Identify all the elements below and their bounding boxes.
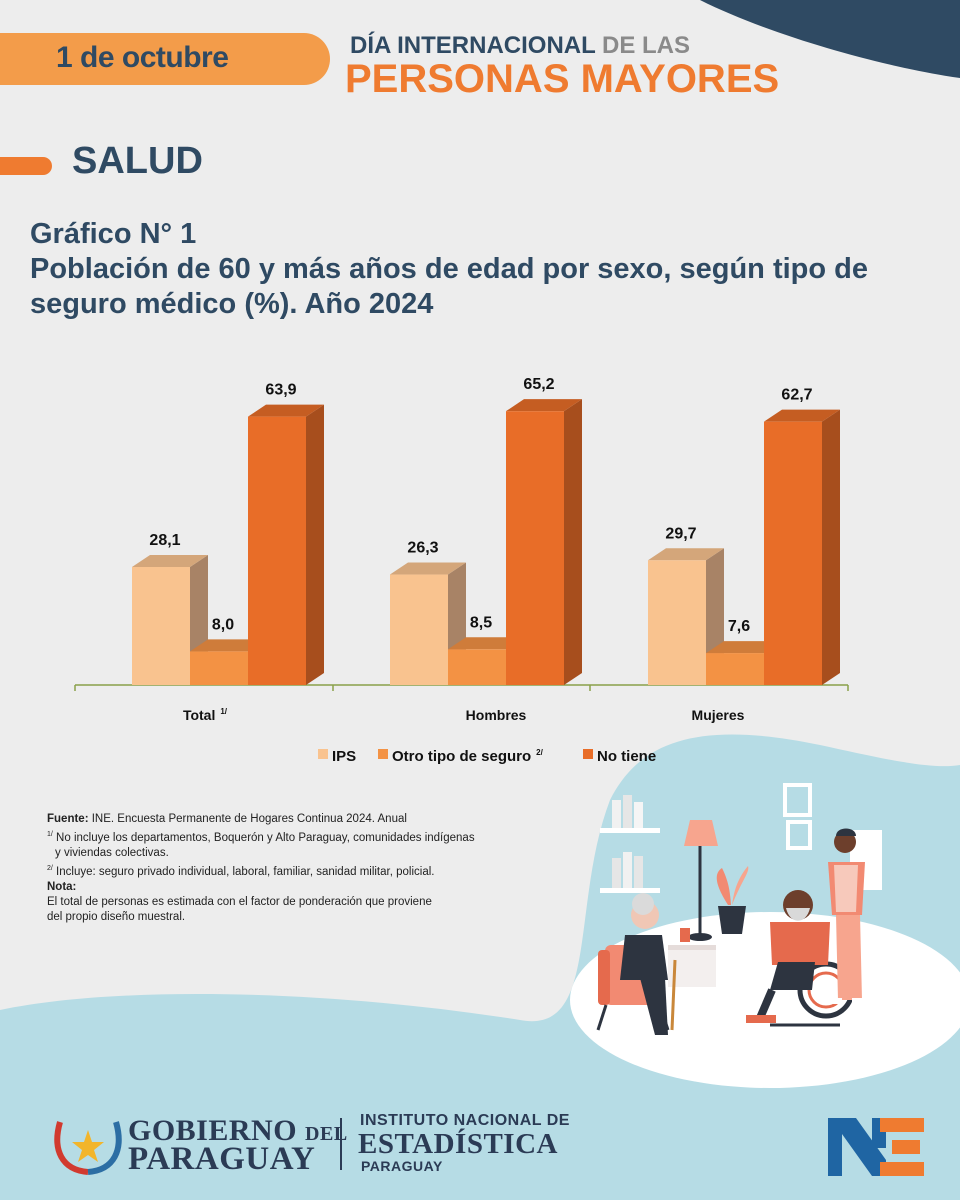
ine-logo-icon	[828, 1118, 924, 1176]
section-accent-bar	[0, 157, 52, 175]
ine-name-line2: ESTADÍSTICA	[358, 1128, 558, 1160]
section-title: SALUD	[72, 140, 203, 182]
government-name-line2: PARAGUAY	[128, 1141, 316, 1177]
government-seal-icon	[54, 1121, 122, 1175]
footer-divider	[340, 1118, 342, 1170]
government-word: GOBIERNO	[128, 1114, 298, 1147]
government-del: DEL	[305, 1123, 348, 1145]
note1-marker: 1/	[47, 831, 53, 838]
chart-number: Gráfico N° 1	[30, 218, 197, 250]
ine-name-line3: PARAGUAY	[361, 1158, 443, 1174]
government-name-line1: GOBIERNO DEL	[128, 1114, 348, 1148]
note1-text-cont: y viviendas colectivas.	[55, 846, 169, 859]
note1-text: No incluye los departamentos, Boquerón y…	[56, 831, 475, 844]
chart-title-line2: Población de 60 y más años de edad por s…	[30, 253, 868, 285]
note2-marker: 2/	[47, 864, 53, 872]
chart-notes: Fuente: INE. Encuesta Permanente de Hoga…	[47, 812, 567, 925]
potted-plant	[716, 866, 749, 934]
source-text: INE. Encuesta Permanente de Hogares Cont…	[91, 813, 407, 825]
nota-text-cont: del propio diseño muestral.	[47, 910, 186, 923]
caregiver-figure	[828, 828, 865, 1004]
bookshelf	[600, 795, 660, 893]
note2-text: Incluye: seguro privado individual, labo…	[56, 865, 435, 878]
nota-label: Nota:	[47, 880, 77, 893]
event-title-line2: PERSONAS MAYORES	[345, 57, 780, 101]
event-title-part1: DÍA INTERNACIONAL	[350, 32, 596, 59]
date-pill	[0, 33, 330, 85]
chart-title-line3: seguro médico (%). Año 2024	[30, 288, 434, 320]
ine-name-line1: INSTITUTO NACIONAL DE	[360, 1112, 570, 1129]
event-title-line1: DÍA INTERNACIONAL DE LAS	[350, 32, 690, 60]
nota-text: El total de personas es estimada con el …	[47, 895, 432, 908]
event-title-part2: DE LAS	[602, 32, 691, 59]
floor-lamp	[684, 820, 718, 941]
event-date: 1 de octubre	[56, 41, 229, 74]
source-label: Fuente:	[47, 813, 89, 825]
corner-shape	[700, 0, 960, 78]
elderly-woman-figure	[596, 893, 677, 1035]
